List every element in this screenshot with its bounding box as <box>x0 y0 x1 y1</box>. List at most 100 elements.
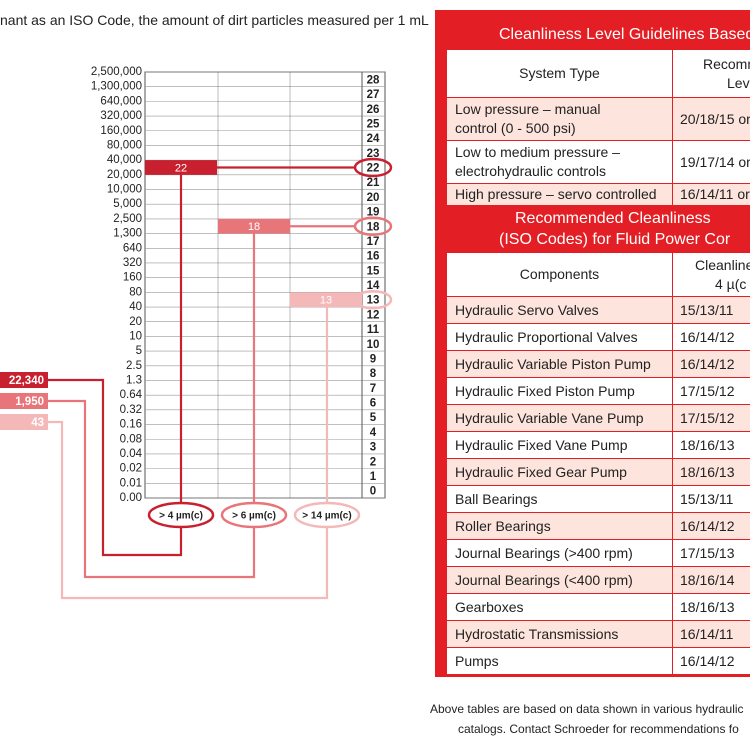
code-ring <box>353 157 393 178</box>
count-box-label: 1,950 <box>15 396 44 408</box>
code-bar <box>145 160 217 175</box>
count-label: 5,000 <box>113 198 142 210</box>
iso-code: 17 <box>367 236 380 248</box>
code-bar-label: 22 <box>175 162 187 174</box>
connector <box>48 399 256 579</box>
iso-code: 9 <box>370 353 376 365</box>
cleanliness: 17/15/12 <box>673 378 750 404</box>
iso-code: 26 <box>367 104 380 116</box>
count-label: 40,000 <box>107 154 142 166</box>
iso-code: 14 <box>367 280 380 292</box>
count-label: 0.64 <box>120 389 143 401</box>
count-label: 20 <box>129 316 142 328</box>
cleanliness: 15/13/11 <box>673 297 750 323</box>
size-label: > 4 µm(c) <box>159 511 203 522</box>
footer-line: Above tables are based on data shown in … <box>430 702 744 716</box>
count-box <box>0 414 48 430</box>
count-label: 1,300 <box>113 228 142 240</box>
system-type-line: High pressure – servo controlled <box>455 186 657 202</box>
count-label: 10 <box>129 330 142 342</box>
cleanliness: 15/13/11 <box>673 486 750 512</box>
header-line: Recomm <box>703 55 750 72</box>
count-label: 2.5 <box>126 360 142 372</box>
count-box-label: 43 <box>31 417 44 429</box>
count-label: 5 <box>136 345 142 357</box>
count-label: 320,000 <box>100 110 142 122</box>
iso-code: 8 <box>370 368 377 380</box>
size-oval <box>147 501 215 529</box>
count-label: 320 <box>123 257 142 269</box>
component: Journal Bearings (>400 rpm) <box>447 540 672 566</box>
level: 19/17/14 or <box>673 141 750 183</box>
count-label: 640 <box>123 242 142 254</box>
component: Hydraulic Variable Piston Pump <box>447 351 672 377</box>
table-title: Cleanliness Level Guidelines Based <box>499 26 750 43</box>
level: 16/14/11 or <box>673 184 750 205</box>
component: Gearboxes <box>447 594 672 620</box>
iso-code: 22 <box>367 163 380 175</box>
cleanliness: 18/16/13 <box>673 432 750 458</box>
count-label: 80,000 <box>107 139 142 151</box>
count-label: 0.02 <box>120 463 142 475</box>
count-label: 160,000 <box>100 125 142 137</box>
component: Hydraulic Servo Valves <box>447 297 672 323</box>
cleanliness: 17/15/13 <box>673 540 750 566</box>
count-label: 80 <box>129 286 142 298</box>
iso-code: 18 <box>367 221 380 233</box>
header-cell: Cleanline 4 µ(c <box>673 253 750 296</box>
iso-code: 6 <box>370 398 376 410</box>
system-type-line: Low pressure – manual <box>455 101 601 117</box>
component: Pumps <box>447 648 672 674</box>
component: Hydraulic Variable Vane Pump <box>447 405 672 431</box>
cleanliness: 17/15/12 <box>673 405 750 431</box>
count-box <box>0 393 48 409</box>
iso-code: 12 <box>367 309 380 321</box>
cleanliness: 16/14/12 <box>673 351 750 377</box>
system-type-line: Low to medium pressure – <box>455 144 620 160</box>
header-cell: System Type <box>447 50 672 97</box>
iso-code: 1 <box>370 471 377 483</box>
component: Roller Bearings <box>447 513 672 539</box>
iso-code: 13 <box>367 295 380 307</box>
iso-code: 28 <box>367 74 380 86</box>
component: Ball Bearings <box>447 486 672 512</box>
cleanliness: 18/16/13 <box>673 459 750 485</box>
component: Hydrostatic Transmissions <box>447 621 672 647</box>
header-cell: Recomm Lev <box>673 50 750 97</box>
title-line: (ISO Codes) for Fluid Power Cor <box>499 231 731 248</box>
tables-panel: Cleanliness Level Guidelines Based System… <box>435 10 750 677</box>
count-box <box>0 372 48 388</box>
code-bar <box>218 218 290 234</box>
iso-code: 15 <box>367 265 380 277</box>
cleanliness: 16/14/11 <box>673 621 750 647</box>
iso-code: 25 <box>367 118 380 130</box>
count-label: 640,000 <box>100 95 142 107</box>
iso-code: 7 <box>370 383 376 395</box>
count-label: 2,500,000 <box>91 66 142 78</box>
code-bar-label: 18 <box>248 221 260 233</box>
count-label: 1,300,000 <box>91 81 142 93</box>
size-oval <box>220 501 288 529</box>
iso-code: 16 <box>367 251 380 263</box>
header-line: Cleanline <box>695 256 750 273</box>
table-title: Recommended Cleanliness (ISO Codes) for F… <box>435 208 750 250</box>
system-type: High pressure – servo controlled <box>447 184 672 205</box>
count-label: 10,000 <box>107 184 142 196</box>
header-line: 4 µ(c <box>715 275 747 292</box>
count-label: 20,000 <box>107 169 142 181</box>
iso-code: 0 <box>370 486 376 498</box>
iso-chart: 2,500,0001,300,000640,000320,000160,0008… <box>0 66 393 600</box>
count-label: 0.01 <box>120 477 142 489</box>
system-type-line: electrohydraulic controls <box>455 163 606 179</box>
iso-code: 27 <box>367 89 380 101</box>
iso-code: 10 <box>367 339 380 351</box>
iso-code: 19 <box>367 207 380 219</box>
connector <box>48 378 183 557</box>
code-bar <box>290 292 362 308</box>
system-type-line: control (0 - 500 psi) <box>455 120 576 136</box>
level: 20/18/15 or <box>673 98 750 140</box>
iso-code: 20 <box>367 192 380 204</box>
count-label: 0.32 <box>120 404 142 416</box>
component: Hydraulic Fixed Piston Pump <box>447 378 672 404</box>
